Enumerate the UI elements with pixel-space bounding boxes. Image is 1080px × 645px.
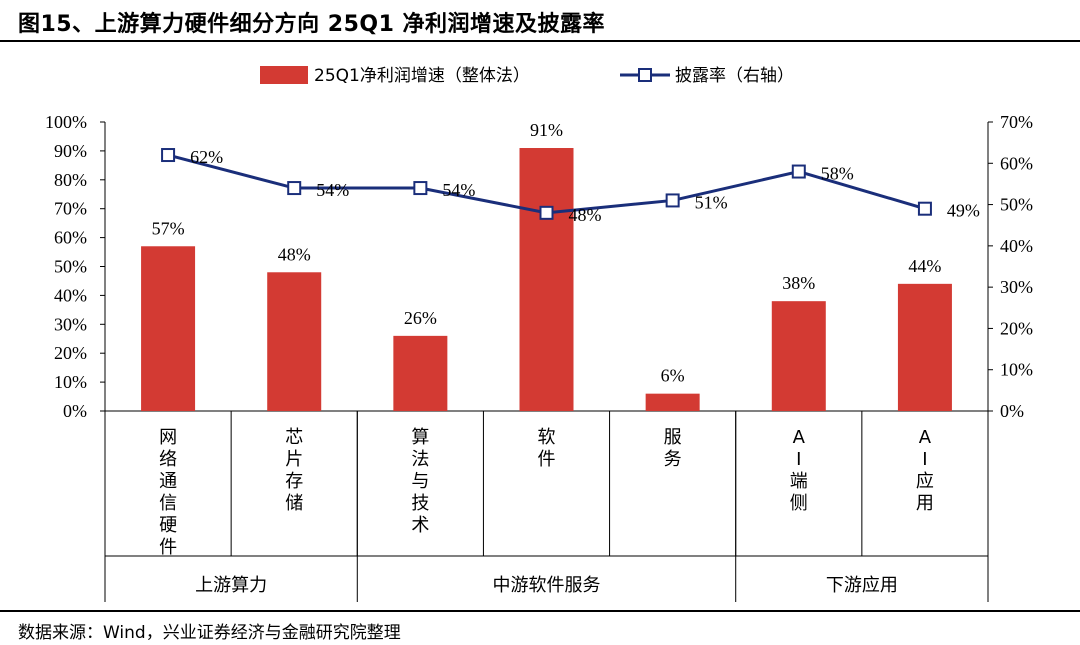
legend-label-line: 披露率（右轴） bbox=[675, 66, 794, 86]
category-label-char: A bbox=[919, 427, 932, 448]
category-label-char: 术 bbox=[411, 515, 429, 536]
right-axis-tick-label: 60% bbox=[1000, 153, 1033, 173]
category-label-char: 硬 bbox=[159, 515, 177, 536]
line-data-label: 49% bbox=[947, 201, 980, 221]
chart-axes: 0% 10% 20% 30% 40% 50% 60% 70% 80% 90% 100% 0% 10% 20… bbox=[45, 112, 1033, 421]
line-point bbox=[791, 164, 806, 179]
category-label-char: 侧 bbox=[790, 493, 808, 514]
bar bbox=[771, 301, 826, 411]
category-label-char: 算 bbox=[411, 427, 429, 448]
bar bbox=[267, 272, 322, 411]
left-axis-tick-label: 50% bbox=[54, 257, 87, 277]
group-label: 上游算力 bbox=[195, 575, 267, 596]
right-axis-tick-label: 20% bbox=[1000, 318, 1033, 338]
left-axis-tick-label: 20% bbox=[54, 343, 87, 363]
right-axis-tick-label: 10% bbox=[1000, 360, 1033, 380]
category-label-char: 技 bbox=[411, 493, 429, 514]
bar-data-label: 44% bbox=[908, 256, 941, 276]
left-axis-tick-label: 70% bbox=[54, 199, 87, 219]
bar bbox=[519, 148, 574, 411]
category-label-char: 与 bbox=[411, 471, 429, 492]
category-label-char: 件 bbox=[159, 537, 177, 558]
bar-series: 57% 48% 26% 91% 6% 38% 44% bbox=[141, 120, 952, 411]
bar-data-label: 6% bbox=[661, 366, 685, 386]
category-label-char: 端 bbox=[790, 471, 808, 492]
line-data-label: 48% bbox=[569, 205, 602, 225]
title-underline bbox=[0, 40, 1080, 42]
line-point bbox=[161, 148, 176, 163]
category-label-char: 芯 bbox=[285, 427, 303, 448]
line-data-label: 58% bbox=[821, 164, 854, 184]
line-point bbox=[539, 205, 554, 220]
category-label-char: 信 bbox=[159, 493, 177, 514]
category-label-char: 储 bbox=[285, 493, 303, 514]
category-label-char: 通 bbox=[159, 471, 177, 492]
chart-svg: 25Q1净利润增速（整体法） 披露率（右轴） 0% 10% 20% 30% 40% 50% 6… bbox=[45, 66, 1033, 602]
left-axis-tick-label: 0% bbox=[63, 401, 87, 421]
line-data-label: 62% bbox=[190, 147, 223, 167]
right-axis-tick-label: 50% bbox=[1000, 195, 1033, 215]
bar-data-label: 26% bbox=[404, 308, 437, 328]
left-axis-tick-label: 10% bbox=[54, 372, 87, 392]
bar-data-label: 91% bbox=[530, 120, 563, 140]
category-label-char: 法 bbox=[411, 449, 429, 470]
right-axis-tick-label: 30% bbox=[1000, 277, 1033, 297]
category-label-char: 网 bbox=[159, 427, 177, 448]
category-label-char: 络 bbox=[159, 449, 177, 470]
category-label-char: 存 bbox=[285, 471, 303, 492]
line-point bbox=[413, 181, 428, 196]
right-axis-tick-label: 70% bbox=[1000, 112, 1033, 132]
category-label-char: 用 bbox=[916, 493, 934, 514]
category-label-char: 务 bbox=[664, 449, 682, 470]
bar bbox=[897, 283, 952, 411]
bar-data-label: 38% bbox=[782, 273, 815, 293]
category-label-char: 件 bbox=[538, 449, 556, 470]
bar bbox=[141, 246, 196, 411]
footer-rule bbox=[0, 610, 1080, 612]
group-label: 下游应用 bbox=[826, 575, 898, 596]
bar-data-label: 48% bbox=[278, 244, 311, 264]
category-label-char: A bbox=[793, 427, 806, 448]
legend-label-bar: 25Q1净利润增速（整体法） bbox=[314, 66, 530, 86]
legend-swatch-bar bbox=[260, 66, 308, 84]
line-series: 62% 54% 54% 48% 51% 58% 49% bbox=[161, 147, 980, 225]
left-axis-tick-label: 90% bbox=[54, 141, 87, 161]
left-axis-tick-label: 80% bbox=[54, 170, 87, 190]
line-data-label: 51% bbox=[695, 192, 728, 212]
legend: 25Q1净利润增速（整体法） 披露率（右轴） bbox=[260, 66, 794, 86]
bar bbox=[393, 335, 448, 411]
right-axis-tick-label: 0% bbox=[1000, 401, 1024, 421]
category-label-char: 软 bbox=[538, 427, 556, 448]
legend-swatch-marker bbox=[638, 68, 652, 82]
category-label-char: I bbox=[796, 449, 801, 470]
source-note: 数据来源：Wind，兴业证券经济与金融研究院整理 bbox=[18, 623, 401, 643]
line-data-label: 54% bbox=[442, 180, 475, 200]
left-axis-tick-label: 30% bbox=[54, 314, 87, 334]
right-axis-tick-label: 40% bbox=[1000, 236, 1033, 256]
left-axis-tick-label: 100% bbox=[45, 112, 87, 132]
line-point bbox=[917, 201, 932, 216]
left-axis-tick-label: 60% bbox=[54, 228, 87, 248]
bar bbox=[645, 393, 700, 411]
line-data-label: 54% bbox=[316, 180, 349, 200]
figure-title: 图15、上游算力硬件细分方向 25Q1 净利润增速及披露率 bbox=[18, 12, 606, 37]
category-label-char: I bbox=[922, 449, 927, 470]
line-point bbox=[665, 193, 680, 208]
left-axis-tick-label: 40% bbox=[54, 285, 87, 305]
category-label-char: 服 bbox=[664, 427, 682, 448]
bar-data-label: 57% bbox=[152, 218, 185, 238]
group-label: 中游软件服务 bbox=[493, 575, 601, 596]
category-label-char: 片 bbox=[285, 449, 303, 470]
category-label-char: 应 bbox=[916, 471, 934, 492]
line-point bbox=[287, 181, 302, 196]
